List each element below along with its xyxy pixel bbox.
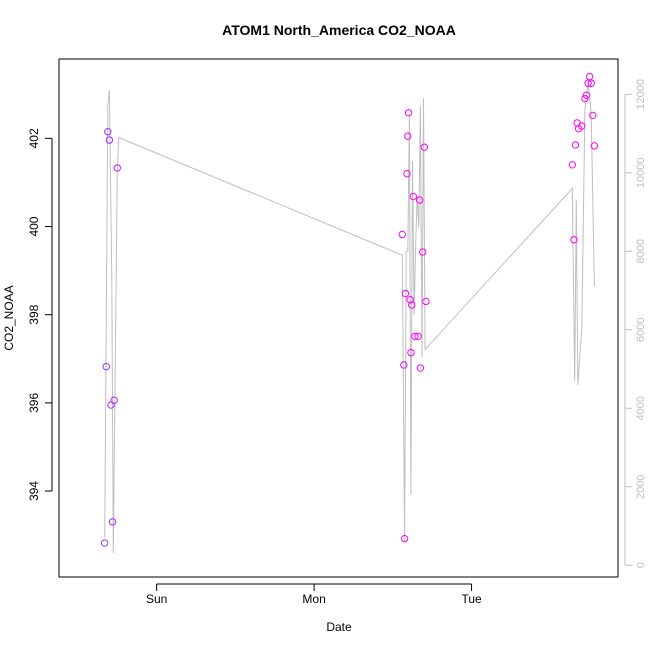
data-point	[414, 332, 422, 340]
right-tick-label: 8000	[635, 239, 647, 263]
data-point	[401, 289, 410, 298]
right-tick-label: 10000	[635, 158, 647, 189]
right-axis-line-path	[104, 82, 595, 554]
x-axis-label: Date	[326, 620, 352, 634]
y-tick-label: 400	[27, 216, 41, 236]
data-point	[578, 122, 586, 130]
right-tick-label: 4000	[635, 396, 647, 420]
data-point	[422, 297, 430, 306]
y-tick-label: 402	[27, 128, 41, 148]
data-point	[110, 396, 118, 404]
data-point	[568, 161, 577, 169]
chart-title: ATOM1 North_America CO2_NOAA	[222, 22, 456, 38]
data-point	[398, 230, 406, 239]
data-point	[416, 364, 425, 372]
right-tick-label: 0	[635, 562, 647, 568]
data-point	[587, 79, 595, 87]
y-axis-label: CO2_NOAA	[2, 285, 16, 350]
data-point	[570, 236, 578, 244]
data-point	[404, 132, 412, 140]
data-point	[400, 534, 409, 543]
data-point	[589, 111, 597, 120]
data-point	[113, 164, 121, 172]
data-point	[404, 109, 413, 117]
data-point	[585, 72, 594, 81]
data-point	[403, 169, 411, 178]
data-point	[415, 196, 424, 204]
data-point	[419, 248, 427, 256]
y-tick-label: 394	[27, 481, 41, 501]
x-tick-label: Sun	[146, 592, 167, 606]
data-point	[406, 296, 414, 304]
data-point	[102, 363, 110, 371]
data-point	[582, 91, 591, 99]
data-point	[407, 348, 415, 357]
data-point	[584, 79, 592, 87]
data-point	[104, 128, 112, 136]
right-axis-line-series	[104, 82, 595, 554]
right-tick-label: 12000	[635, 79, 647, 110]
data-point	[400, 361, 408, 369]
data-point	[100, 539, 109, 547]
x-tick-label: Tue	[461, 592, 482, 606]
x-tick-label: Mon	[302, 592, 325, 606]
right-tick-label: 6000	[635, 318, 647, 342]
data-point	[590, 142, 599, 150]
co2-point-series	[100, 72, 599, 547]
axes: 394 396 398 400 402 Sun Mon Tue 0 2000 4000 6000 800…	[27, 58, 647, 606]
y-tick-label: 396	[27, 393, 41, 413]
data-point	[420, 143, 429, 151]
right-tick-label: 2000	[635, 475, 647, 499]
data-point	[408, 301, 416, 309]
data-point	[571, 141, 580, 149]
data-point	[581, 94, 589, 103]
data-point	[108, 518, 117, 526]
data-point	[409, 192, 417, 201]
y-tick-label: 398	[27, 304, 41, 324]
plot-frame	[58, 58, 619, 578]
data-point	[411, 332, 419, 340]
data-point	[105, 136, 114, 144]
